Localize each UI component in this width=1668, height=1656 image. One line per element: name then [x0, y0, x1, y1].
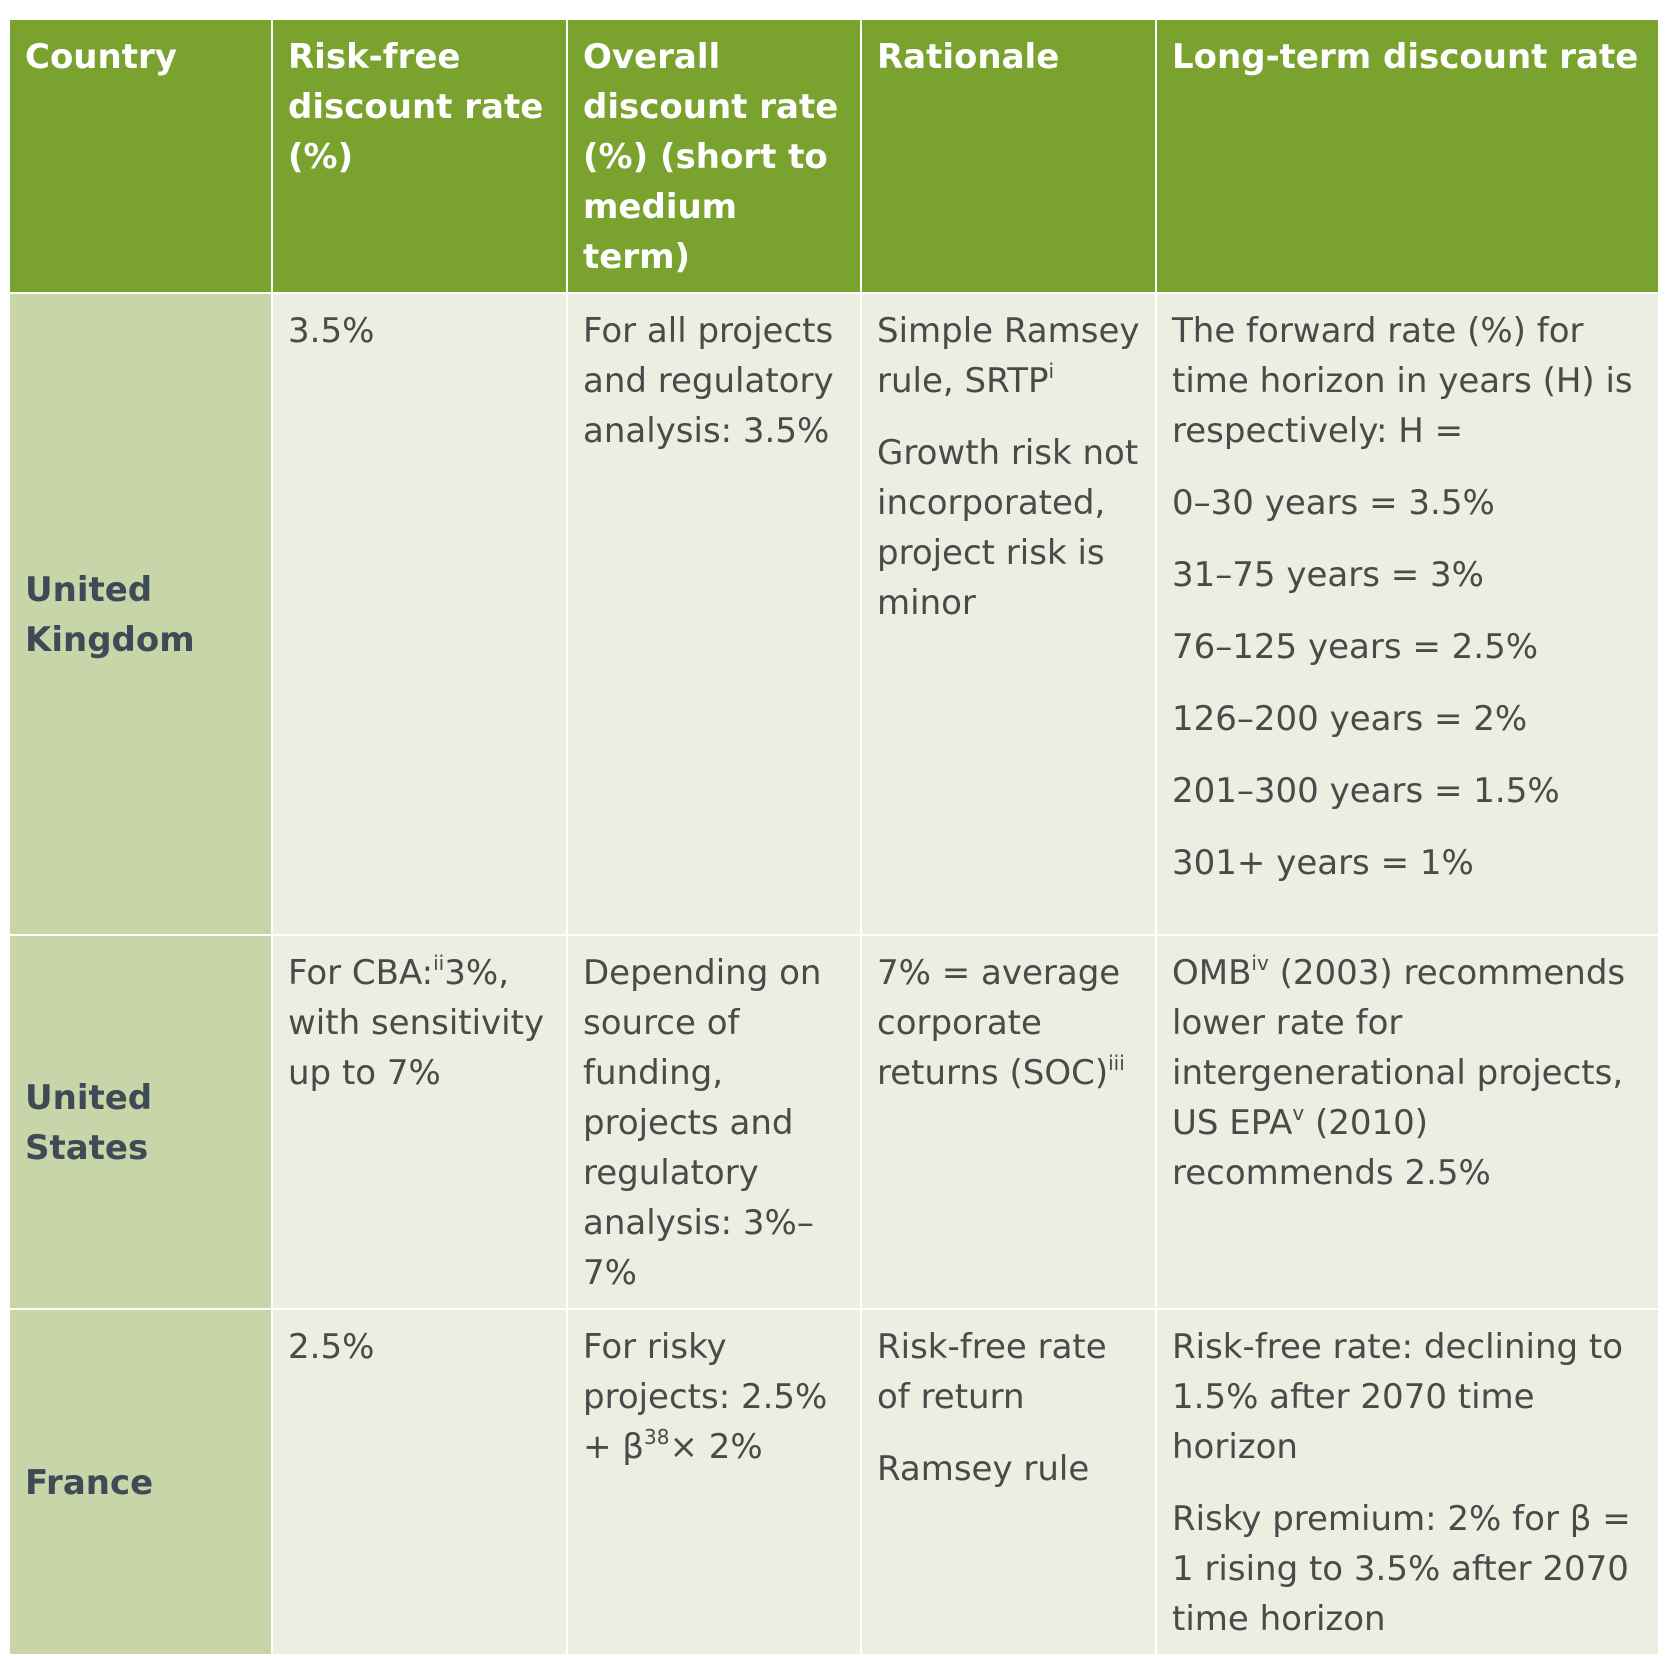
long-term-paragraph: Risk-free rate: declining to 1.5% after … [1172, 1327, 1624, 1467]
rationale-cell: Risk-free rate of return Ramsey rule [860, 1309, 1157, 1656]
long-term-rate-cell: OMBiv (2003) recommends lower rate for i… [1155, 935, 1658, 1310]
footnote-marker: iv [1251, 951, 1269, 975]
long-term-text: (2003) recommends lower rate for interge… [1172, 953, 1626, 1143]
header-country: Country [10, 20, 273, 294]
long-term-rate-cell: Risk-free rate: declining to 1.5% after … [1155, 1309, 1658, 1656]
country-cell: United Kingdom [10, 293, 273, 936]
overall-rate-text: × 2% [669, 1427, 763, 1467]
long-term-intro: The forward rate (%) for time horizon in… [1172, 311, 1633, 451]
header-long-term-rate: Long-term discount rate [1155, 20, 1658, 294]
header-risk-free-rate: Risk-free discount rate (%) [271, 20, 568, 294]
rationale-paragraph: Risk-free rate of return [877, 1327, 1107, 1417]
long-term-rate-cell: The forward rate (%) for time horizon in… [1155, 293, 1658, 936]
footnote-marker: iii [1108, 1051, 1125, 1075]
footnote-marker: i [1048, 359, 1055, 383]
footnote-marker: v [1292, 1101, 1305, 1125]
long-term-text: (2010) recommends 2.5% [1172, 1103, 1491, 1193]
header-rationale: Rationale [860, 20, 1157, 294]
table-row-france: France 2.5% For risky projects: 2.5% + β… [10, 1309, 1658, 1656]
long-term-line: 201–300 years = 1.5% [1172, 771, 1560, 811]
table-row-united-states: United States For CBA:ii3%, with sensiti… [10, 935, 1658, 1310]
header-overall-rate: Overall discount rate (%) (short to medi… [566, 20, 862, 294]
rationale-paragraph: Simple Ramsey rule, SRTPi [877, 306, 1141, 406]
long-term-line: 126–200 years = 2% [1172, 699, 1528, 739]
rationale-text: 7% = average corporate returns (SOC) [877, 953, 1121, 1093]
table-row-united-kingdom: United Kingdom 3.5% For all projects and… [10, 293, 1658, 936]
page: Country Risk-free discount rate (%) Over… [10, 20, 1658, 1656]
risk-free-cell: For CBA:ii3%, with sensitivity up to 7% [271, 935, 568, 1310]
overall-rate-cell: For risky projects: 2.5% + β38× 2% [566, 1309, 862, 1656]
risk-free-text: For CBA: [288, 953, 434, 993]
rationale-paragraph: Growth risk not incorporated, project ri… [877, 433, 1139, 623]
rationale-cell: 7% = average corporate returns (SOC)iii [860, 935, 1157, 1310]
long-term-paragraph: Risky premium: 2% for β = 1 rising to 3.… [1172, 1499, 1631, 1639]
footnote-marker: ii [433, 951, 445, 975]
long-term-text: OMB [1172, 953, 1252, 993]
overall-rate-text: For risky projects: 2.5% + β [583, 1327, 828, 1467]
risk-free-cell: 2.5% [271, 1309, 568, 1656]
long-term-line: 31–75 years = 3% [1172, 555, 1484, 595]
long-term-line: 76–125 years = 2.5% [1172, 627, 1539, 667]
long-term-line: 0–30 years = 3.5% [1172, 483, 1495, 523]
discount-rate-table: Country Risk-free discount rate (%) Over… [10, 20, 1658, 1656]
footnote-marker: 38 [644, 1425, 670, 1449]
rationale-paragraph: Ramsey rule [877, 1449, 1090, 1489]
risk-free-cell: 3.5% [271, 293, 568, 936]
overall-rate-cell: For all projects and regulatory analysis… [566, 293, 862, 936]
header-row: Country Risk-free discount rate (%) Over… [10, 20, 1658, 294]
overall-rate-cell: Depending on source of funding, projects… [566, 935, 862, 1310]
country-cell: United States [10, 935, 273, 1310]
rationale-text: Simple Ramsey rule, SRTP [877, 311, 1140, 401]
rationale-cell: Simple Ramsey rule, SRTPi Growth risk no… [860, 293, 1157, 936]
long-term-line: 301+ years = 1% [1172, 843, 1474, 883]
risk-free-text: 3%, with sensitivity up to 7% [288, 953, 545, 1093]
country-cell: France [10, 1309, 273, 1656]
